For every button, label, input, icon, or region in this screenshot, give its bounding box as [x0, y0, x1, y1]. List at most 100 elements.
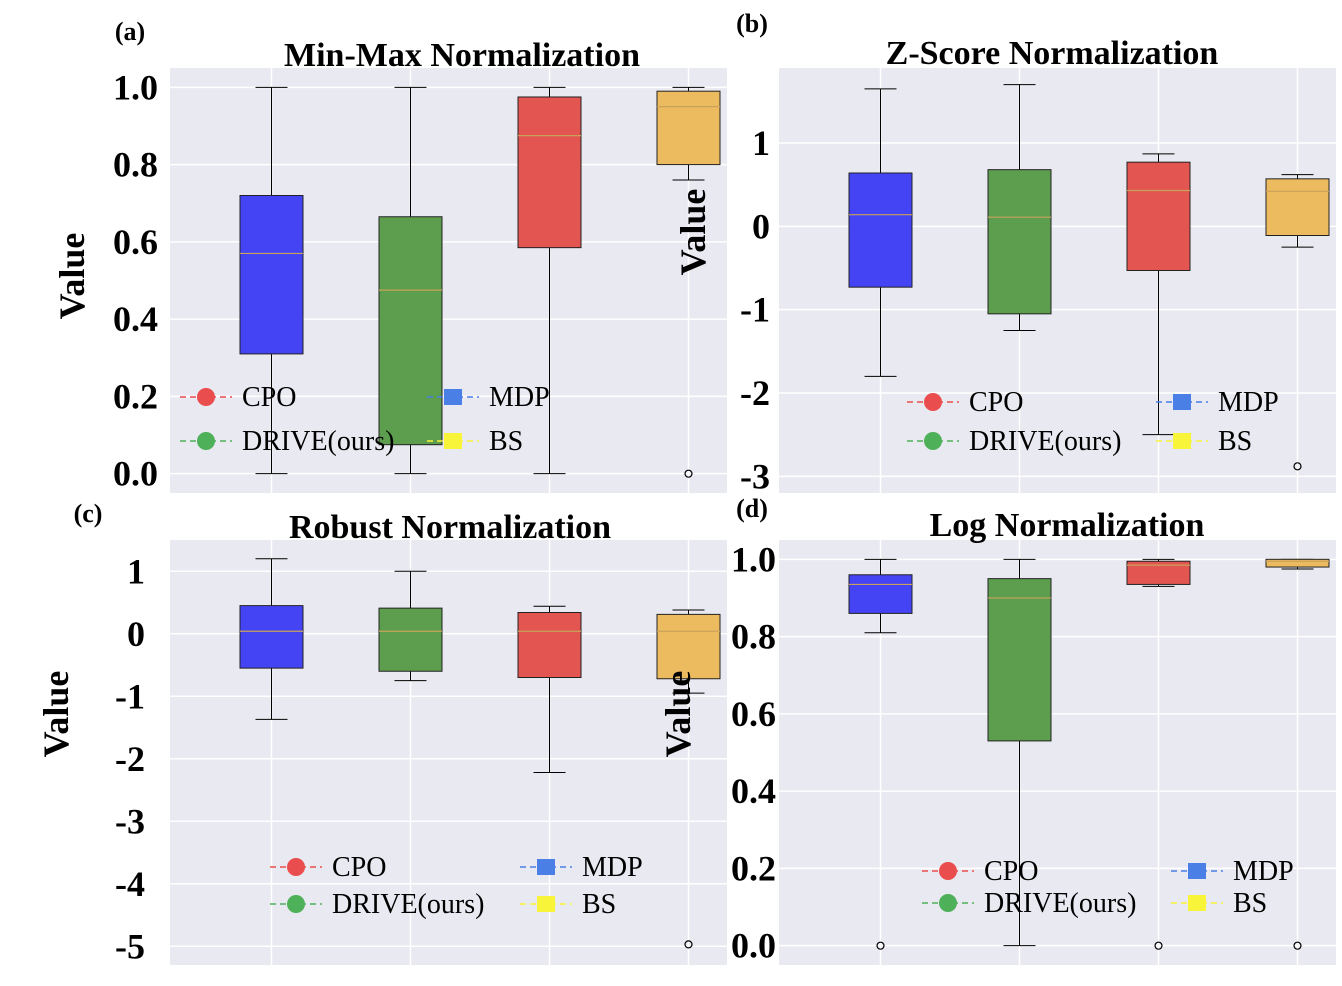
legend-label: CPO [242, 382, 296, 413]
box-body [1265, 178, 1330, 236]
legend-marker [1188, 895, 1206, 911]
legend-label: MDP [582, 852, 643, 883]
panel-label: (c) [74, 499, 103, 528]
legend-item-bs: BS [1171, 888, 1267, 919]
y-tick-label: 1.0 [113, 67, 158, 107]
legend-item-cpo: CPO [922, 856, 1038, 887]
y-axis-label: Value [36, 671, 76, 758]
chart-title: Log Normalization [930, 507, 1205, 544]
y-tick-label: -5 [115, 926, 145, 966]
legend-label: BS [582, 889, 616, 920]
box-driveours [987, 558, 1052, 947]
legend-item-cpo: CPO [270, 852, 386, 883]
legend: CPO MDP DRIVE(ours) BS [922, 856, 1294, 919]
legend: CPO MDP DRIVE(ours) BS [907, 387, 1279, 457]
box-body [848, 172, 913, 288]
legend-marker [1188, 863, 1206, 879]
y-tick-label: -1 [115, 676, 145, 716]
legend-marker [537, 859, 555, 875]
outlier-point [1154, 941, 1163, 950]
box-bs [656, 86, 721, 478]
y-tick-label: 0.4 [113, 299, 158, 339]
box-body [1126, 560, 1191, 585]
legend-item-driveours: DRIVE(ours) [907, 426, 1121, 457]
legend-marker [287, 895, 305, 913]
y-tick-label: 1.0 [731, 539, 776, 579]
legend-marker [1173, 394, 1191, 410]
box-body [848, 574, 913, 614]
legend-marker [924, 393, 942, 411]
legend-marker [197, 432, 215, 450]
legend-label: CPO [984, 856, 1038, 887]
legend-item-mdp: MDP [520, 852, 643, 883]
legend-item-bs: BS [1156, 426, 1252, 457]
legend-label: CPO [332, 852, 386, 883]
legend-label: BS [1218, 426, 1252, 457]
y-tick-label: -3 [740, 456, 770, 496]
chart-panel-2: -3 -2 -1 0 1 CPO MDP DRIVE(ours) BS Z-Score Norma… [673, 9, 1336, 496]
y-tick-label: -2 [115, 739, 145, 779]
legend-marker [444, 389, 462, 405]
legend-marker [197, 388, 215, 406]
box-cpo [1126, 153, 1191, 436]
box-body [378, 607, 443, 672]
y-tick-label: 0.6 [113, 222, 158, 262]
chart-title: Robust Normalization [289, 509, 611, 546]
y-tick-label: 0.2 [731, 848, 776, 888]
legend-marker [287, 858, 305, 876]
box-body [239, 195, 304, 355]
legend-label: DRIVE(ours) [242, 426, 394, 457]
y-tick-label: 0.2 [113, 376, 158, 416]
panel-label: (d) [736, 494, 768, 523]
legend-label: MDP [1218, 387, 1279, 418]
legend-label: DRIVE(ours) [984, 888, 1136, 919]
legend: CPO MDP DRIVE(ours) BS [180, 382, 550, 457]
legend-label: BS [489, 426, 523, 457]
y-tick-label: 0 [752, 206, 770, 246]
box-mdp [848, 558, 913, 950]
y-tick-label: 0.8 [113, 145, 158, 185]
legend-marker [939, 862, 957, 880]
panel-label: (b) [736, 9, 768, 38]
box-bs [1265, 558, 1330, 950]
box-cpo [517, 605, 582, 773]
legend-marker [939, 894, 957, 912]
y-tick-label: -2 [740, 373, 770, 413]
box-body [1265, 558, 1330, 568]
outlier-point [684, 469, 693, 478]
box-mdp [848, 88, 913, 377]
legend-label: DRIVE(ours) [332, 889, 484, 920]
box-body [1126, 161, 1191, 272]
legend-marker [1173, 433, 1191, 449]
legend-label: BS [1233, 888, 1267, 919]
y-axis-label: Value [52, 233, 92, 320]
legend-item-mdp: MDP [1171, 856, 1294, 887]
y-tick-label: 0.6 [731, 694, 776, 734]
chart-panel-4: 0.0 0.2 0.4 0.6 0.8 1.0 CPO MDP DRIVE(ours) BS Log… [658, 494, 1336, 966]
chart-panel-1: 0.0 0.2 0.4 0.6 0.8 1.0 CPO MDP DRIVE(ours) BS Min… [52, 17, 727, 494]
outlier-point [1293, 462, 1302, 471]
box-bs [1265, 174, 1330, 471]
legend-item-driveours: DRIVE(ours) [922, 888, 1136, 919]
legend: CPO MDP DRIVE(ours) BS [270, 852, 643, 920]
box-body [239, 605, 304, 669]
box-driveours [378, 86, 443, 475]
y-axis-label: Value [673, 189, 713, 276]
y-tick-label: 0 [127, 614, 145, 654]
y-tick-label: -3 [115, 801, 145, 841]
panel-label: (a) [115, 17, 145, 46]
box-driveours [378, 570, 443, 682]
legend-marker [444, 433, 462, 449]
outlier-point [1293, 941, 1302, 950]
legend-item-bs: BS [520, 889, 616, 920]
legend-item-bs: BS [427, 426, 523, 457]
box-body [656, 90, 721, 166]
y-tick-label: 1 [127, 551, 145, 591]
box-body [517, 612, 582, 678]
y-tick-label: -1 [740, 290, 770, 330]
legend-item-driveours: DRIVE(ours) [270, 889, 484, 920]
box-mdp [239, 558, 304, 720]
box-cpo [517, 86, 582, 475]
outlier-point [684, 940, 693, 949]
